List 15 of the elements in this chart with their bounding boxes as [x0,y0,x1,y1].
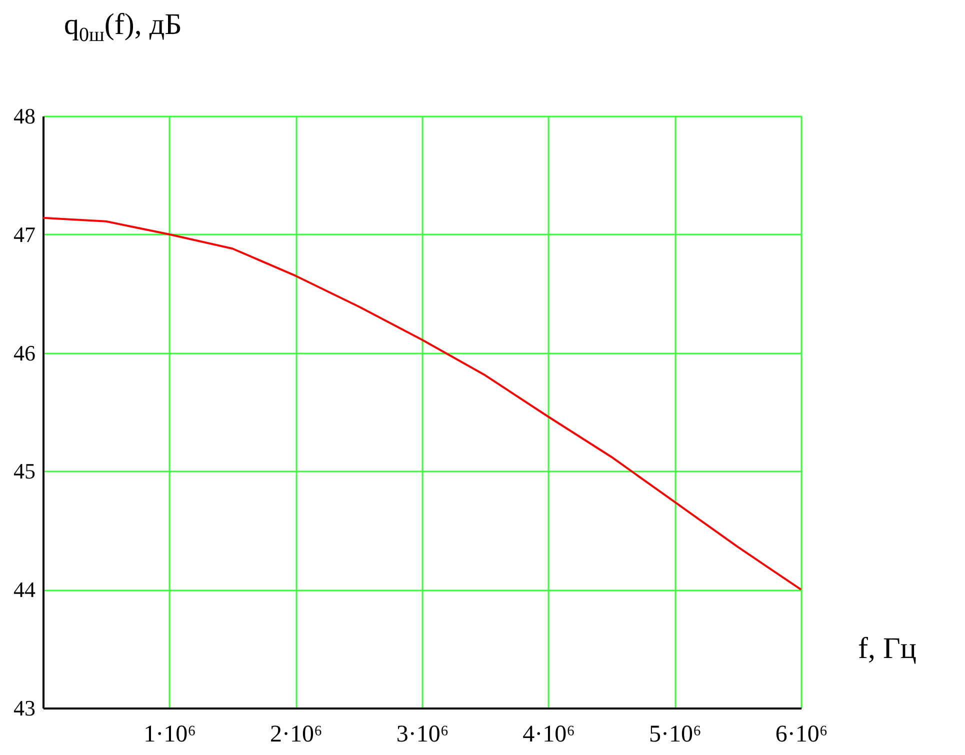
x-tick-label: 3·10⁶ [396,722,449,748]
y-tick-label: 48 [14,104,36,128]
x-tick-label: 5·10⁶ [648,722,702,748]
x-tick-label: 1·10⁶ [144,722,196,748]
y-tick-label: 47 [14,222,36,247]
x-tick-label: 4·10⁶ [522,722,576,748]
y-tick-label: 44 [14,577,36,602]
line-series [42,216,802,591]
y-tick-label: 43 [14,696,36,720]
y-tick-label: 45 [14,458,36,484]
y-axis-title: q$_{0ш}$(f), дБ [64,8,182,47]
x-tick-label: 6·10⁶ [775,722,828,748]
x-axis-title: f, Гц [858,632,916,666]
y-tick-label: 46 [14,340,36,366]
x-tick-label: 2·10⁶ [270,722,322,748]
